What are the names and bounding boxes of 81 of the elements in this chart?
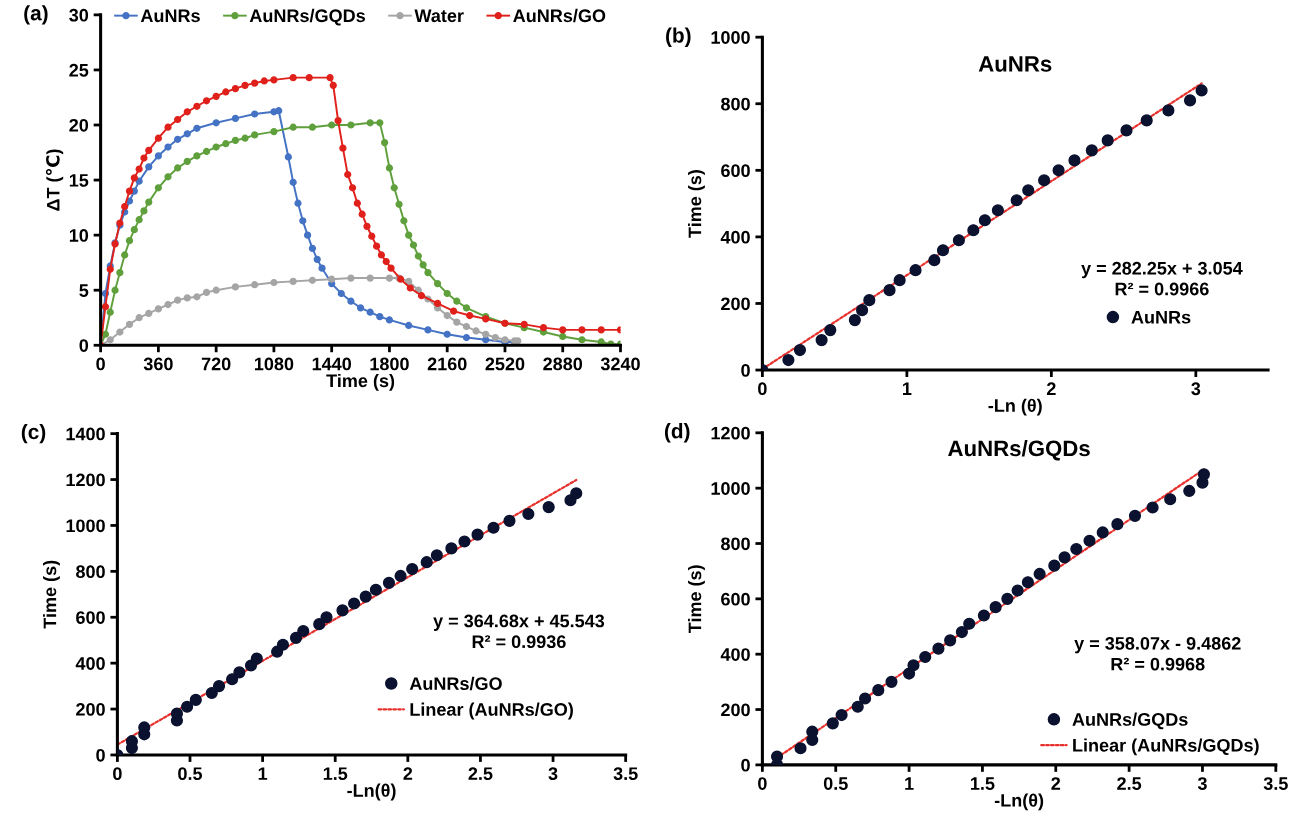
x-tick-label: 1.5 xyxy=(323,767,348,781)
x-tick-label: 3.5 xyxy=(1263,777,1288,790)
annotation: y = 282.25x + 3.054 R² = 0.9966 xyxy=(1081,261,1243,296)
x-tick-label: 0.5 xyxy=(823,777,848,790)
annotation: y = 364.68x + 45.543 R² = 0.9936 xyxy=(433,614,605,649)
x-tick-label: 360 xyxy=(143,357,173,371)
x-axis-title: -Ln (θ) xyxy=(988,398,1042,416)
legend-label: AuNRs/GQDs xyxy=(249,8,365,26)
x-axis-title: Time (s) xyxy=(326,373,395,391)
y-axis-title: Time (s) xyxy=(688,565,705,634)
x-tick-label: 2880 xyxy=(543,357,583,371)
x-tick-label: 1080 xyxy=(254,357,294,371)
y-axis-title: Time (s) xyxy=(43,560,60,629)
x-tick-label: 3 xyxy=(1191,382,1201,396)
y-tick-label: 400 xyxy=(720,648,750,661)
x-tick-label: 720 xyxy=(201,357,231,371)
text: AuNRs xyxy=(978,56,1052,72)
x-tick-label: 2 xyxy=(1046,382,1056,395)
y-tick-label: 600 xyxy=(721,592,750,606)
y-tick-label: 200 xyxy=(721,703,750,717)
y-tick-label: 1400 xyxy=(66,427,105,441)
legend-label: AuNRs/GO xyxy=(409,676,502,691)
x-tick-label: 2 xyxy=(403,767,413,780)
x-tick-label: 3 xyxy=(548,767,558,781)
x-tick-label: 1800 xyxy=(370,357,409,371)
y-tick-label: 400 xyxy=(720,230,750,244)
y-tick-label: 1000 xyxy=(711,482,750,495)
y-tick-label: 15 xyxy=(69,174,89,187)
annotation: y = 358.07x - 9.4862 R² = 0.9968 xyxy=(1074,636,1241,671)
y-tick-label: 10 xyxy=(69,229,89,242)
y-tick-label: 600 xyxy=(76,611,105,624)
legend-label: AuNRs/GO xyxy=(513,8,606,23)
y-tick-label: 800 xyxy=(721,537,750,551)
x-tick-label: 2.5 xyxy=(1117,777,1142,790)
x-tick-label: 1 xyxy=(902,382,912,395)
x-axis-title: -Ln(θ) xyxy=(347,783,396,801)
legend-label: Water xyxy=(414,9,464,23)
y-tick-label: 25 xyxy=(69,63,89,77)
y-tick-label: 1000 xyxy=(66,519,105,533)
y-tick-label: 600 xyxy=(721,164,750,178)
x-tick-label: 0 xyxy=(758,382,767,396)
y-tick-label: 20 xyxy=(69,118,89,132)
y-tick-label: 800 xyxy=(721,97,750,111)
chart-title: AuNRs/GQDs xyxy=(948,439,1090,461)
x-tick-label: 1440 xyxy=(312,357,352,371)
y-tick-label: 200 xyxy=(76,703,105,716)
legend-label: AuNRs/GQDs xyxy=(1072,712,1188,730)
x-tick-label: 2 xyxy=(1051,777,1061,790)
y-tick-label: 30 xyxy=(69,8,89,22)
legend-label: AuNRs xyxy=(1131,311,1191,324)
text: (c) xyxy=(21,423,46,444)
text: (a) xyxy=(24,5,48,25)
x-tick-label: 1 xyxy=(258,767,268,780)
y-tick-label: 400 xyxy=(75,657,105,670)
x-axis-title: -Ln(θ) xyxy=(994,793,1044,811)
legend-label: Linear (AuNRs/GO) xyxy=(410,702,573,720)
x-tick-label: 0 xyxy=(113,767,122,781)
y-axis-title: ΔT (℃) xyxy=(45,149,64,211)
y-tick-label: 1200 xyxy=(711,426,750,440)
x-tick-label: 0 xyxy=(758,777,767,790)
text: (d) xyxy=(664,423,690,443)
text: (b) xyxy=(666,27,691,47)
x-tick-label: 0.5 xyxy=(178,767,203,781)
y-axis-title: Time (s) xyxy=(688,170,705,238)
x-tick-label: 3 xyxy=(1197,777,1207,790)
x-tick-label: 3.5 xyxy=(613,767,638,781)
y-tick-label: 1200 xyxy=(66,473,105,487)
y-tick-label: 0 xyxy=(96,748,105,762)
x-tick-label: 2.5 xyxy=(468,767,493,781)
legend-label: AuNRs xyxy=(140,9,200,23)
x-tick-label: 1 xyxy=(905,777,914,790)
legend-label: Linear (AuNRs/GQDs) xyxy=(1073,738,1259,756)
y-tick-label: 200 xyxy=(721,297,750,311)
x-tick-label: 3240 xyxy=(600,357,640,371)
y-tick-label: 5 xyxy=(79,284,89,297)
y-tick-label: 800 xyxy=(76,565,105,579)
x-tick-label: 1.5 xyxy=(971,777,995,790)
y-tick-label: 0 xyxy=(79,339,89,352)
x-tick-label: 2520 xyxy=(485,357,525,371)
y-tick-label: 1000 xyxy=(711,31,750,44)
x-tick-label: 2160 xyxy=(427,357,467,371)
